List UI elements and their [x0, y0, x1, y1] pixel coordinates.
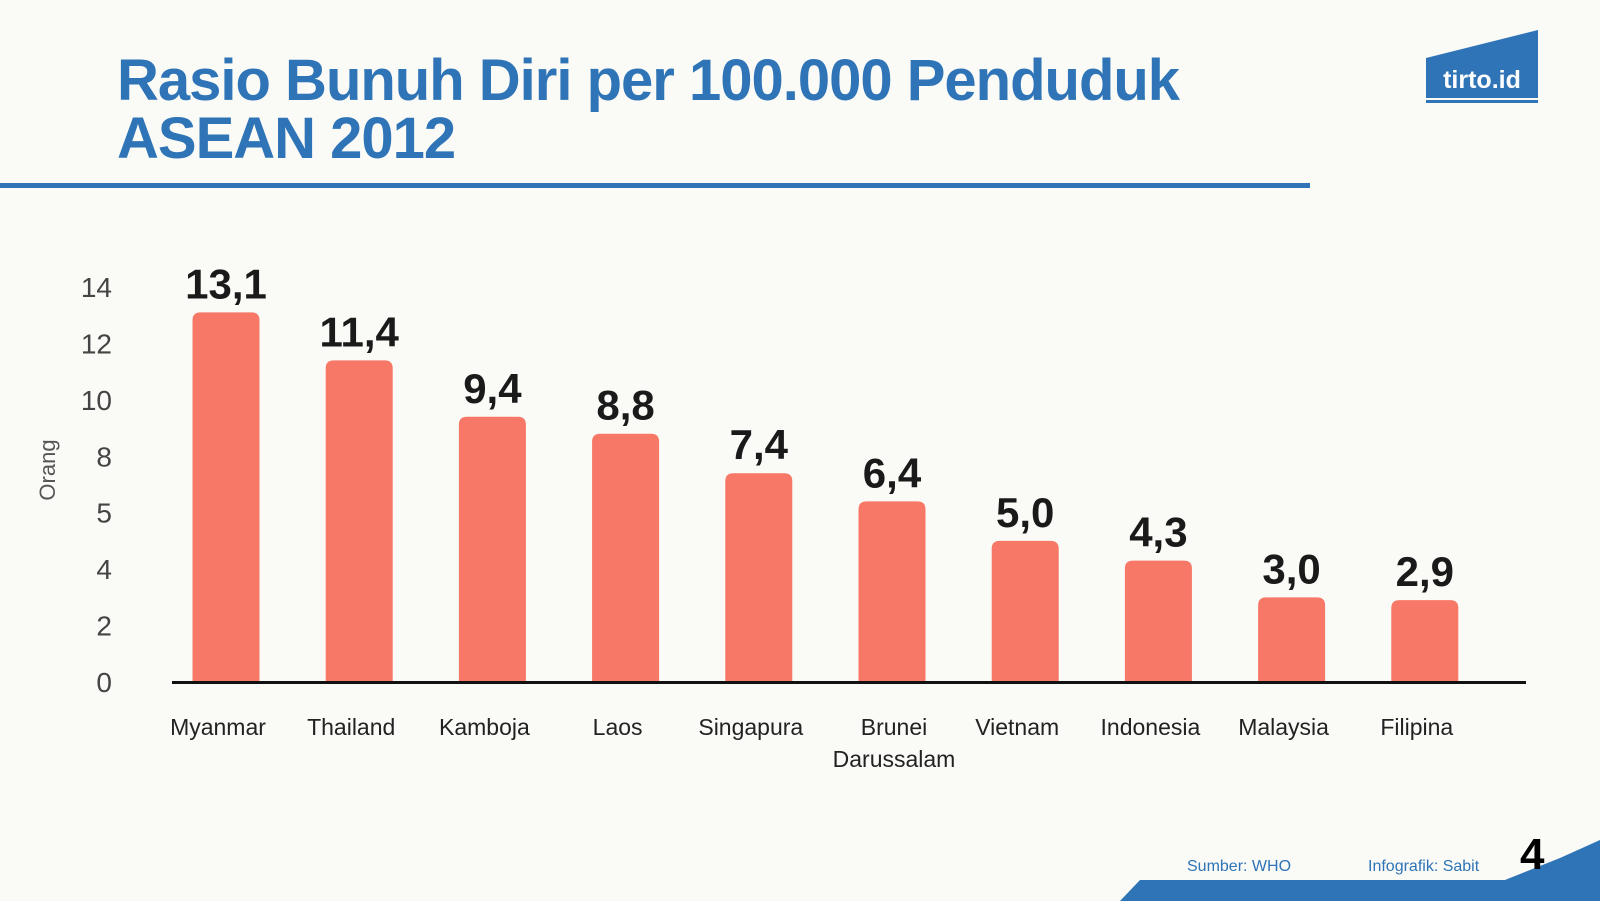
data-label: 5,0: [996, 489, 1054, 536]
data-label: 8,8: [596, 382, 654, 429]
x-tick-label: Filipina: [1380, 714, 1453, 740]
page-title: Rasio Bunuh Diri per 100.000 Penduduk AS…: [117, 48, 1180, 171]
x-tick-label: Brunei: [861, 714, 927, 740]
bar: [1124, 560, 1192, 682]
bar: [592, 433, 660, 682]
y-tick-label: 2: [96, 611, 112, 642]
y-axis-label: Orang: [35, 439, 60, 500]
x-tick-label: Singapura: [698, 714, 803, 740]
y-tick-label: 14: [81, 272, 112, 303]
y-tick-label: 12: [81, 328, 112, 359]
x-axis: [172, 681, 1526, 684]
data-label: 7,4: [730, 421, 789, 468]
bar: [1258, 597, 1326, 682]
x-tick-label: Kamboja: [439, 714, 530, 740]
data-label: 3,0: [1262, 545, 1320, 592]
bar: [991, 540, 1059, 682]
y-tick-label: 4: [96, 554, 112, 585]
bar: [192, 312, 260, 682]
data-label: 13,1: [185, 260, 267, 307]
x-tick-label: Thailand: [307, 714, 395, 740]
x-tick-label: Myanmar: [170, 714, 266, 740]
title-divider: [0, 183, 1310, 188]
bar: [725, 473, 793, 682]
y-tick-label: 0: [96, 667, 112, 698]
data-label: 6,4: [863, 449, 922, 496]
y-tick-label: 10: [81, 385, 112, 416]
bar: [325, 360, 393, 682]
x-tick-label: Darussalam: [833, 746, 956, 772]
y-tick-label: 5: [96, 498, 112, 529]
data-label: 9,4: [463, 365, 522, 412]
bar: [458, 416, 526, 682]
data-label: 2,9: [1396, 548, 1454, 595]
title-line-2: ASEAN 2012: [117, 106, 456, 171]
x-tick-label: Laos: [593, 714, 643, 740]
svg-text:tirto.id: tirto.id: [1443, 66, 1521, 94]
page-number: 4: [1520, 830, 1545, 879]
tirto-logo: tirto.id: [1426, 30, 1538, 103]
x-tick-label: Malaysia: [1238, 714, 1329, 740]
x-tick-label: Vietnam: [975, 714, 1059, 740]
data-label: 4,3: [1129, 509, 1187, 556]
data-label: 11,4: [319, 308, 399, 355]
credit-label: Infografik: Sabit: [1368, 858, 1480, 875]
x-tick-label: Indonesia: [1101, 714, 1201, 740]
y-tick-label: 8: [96, 441, 112, 472]
source-label: Sumber: WHO: [1187, 858, 1292, 875]
title-line-1: Rasio Bunuh Diri per 100.000 Penduduk: [117, 48, 1180, 113]
bar: [1391, 600, 1459, 682]
bar: [858, 501, 926, 682]
